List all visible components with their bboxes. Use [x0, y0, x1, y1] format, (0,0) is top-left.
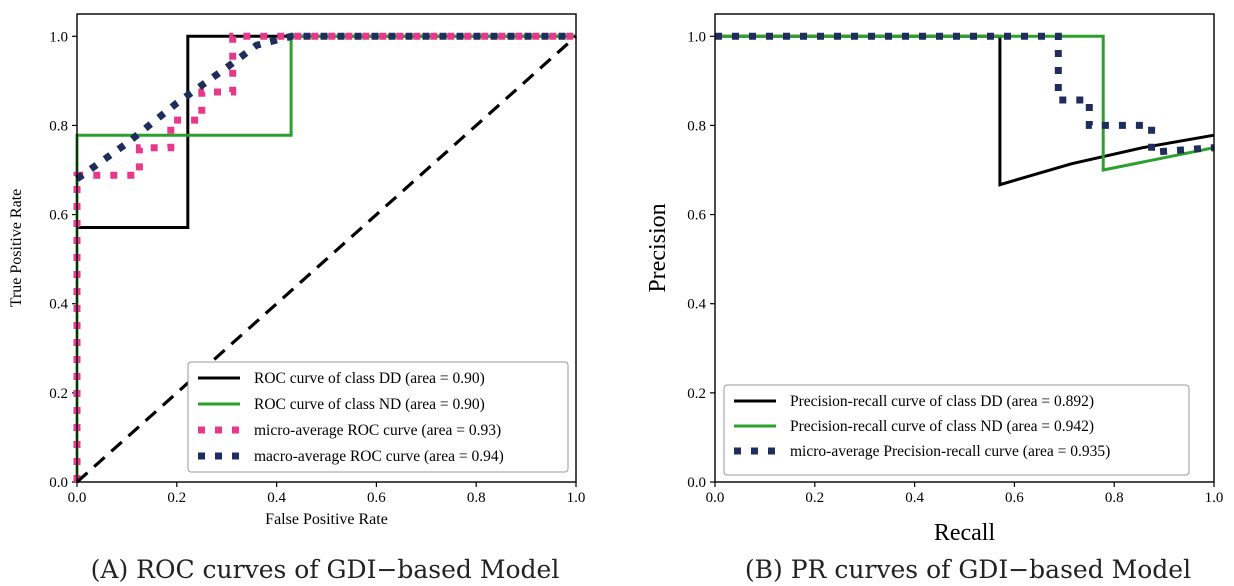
y-tick-label: 0.6 — [687, 208, 706, 224]
series-line-2 — [73, 32, 576, 482]
x-tick-label: 0.0 — [706, 490, 725, 506]
x-tick-label: 0.4 — [267, 490, 286, 506]
series-line-1 — [715, 34, 1215, 172]
legend-label: ROC curve of class ND (area = 0.90) — [254, 396, 485, 413]
legend-label: Precision-recall curve of class DD (area… — [790, 393, 1094, 410]
legend: ROC curve of class DD (area = 0.90) ROC c… — [187, 361, 569, 473]
legend-label: micro-average Precision-recall curve (ar… — [790, 443, 1110, 460]
y-axis-label: Precision — [645, 203, 671, 292]
y-tick-label: 0.0 — [49, 475, 68, 491]
y-tick-label: 0.8 — [687, 118, 706, 134]
roc-chart: 0.0 0.2 0.4 0.6 0.8 1.0 0.0 0.2 0.4 0.6 0.8 1.0 Fals… — [8, 13, 586, 528]
x-axis-label: False Positive Rate — [265, 511, 388, 528]
x-tick-label: 0.8 — [1105, 490, 1124, 506]
x-tick-label: 0.8 — [467, 490, 486, 506]
x-tick-label: 0.2 — [167, 490, 186, 506]
legend-label: micro-average ROC curve (area = 0.93) — [254, 422, 501, 439]
y-tick-label: 0.0 — [687, 475, 706, 491]
legend-box — [187, 361, 569, 473]
y-tick-label: 1.0 — [687, 29, 706, 45]
y-tick-label: 0.6 — [49, 208, 68, 224]
x-tick-label: 1.0 — [567, 490, 586, 506]
series-line-3 — [74, 32, 576, 182]
y-tick-label: 1.0 — [49, 29, 68, 45]
caption-left: (A) ROC curves of GDI−based Model — [91, 555, 560, 584]
series-line-2 — [715, 32, 1215, 156]
y-tick-label: 0.2 — [687, 386, 706, 402]
x-tick-label: 0.6 — [367, 490, 386, 506]
series-line-4 — [75, 35, 578, 484]
plot-frame — [714, 13, 1215, 483]
pr-chart: 0.0 0.2 0.4 0.6 0.8 1.0 0.0 0.2 0.4 0.6 0.8 1.0 Reca… — [645, 13, 1224, 546]
legend-box — [723, 384, 1190, 476]
y-tick-label: 0.2 — [49, 386, 68, 402]
legend-label: Precision-recall curve of class ND (area… — [790, 418, 1094, 435]
legend-label: macro-average ROC curve (area = 0.94) — [254, 448, 504, 465]
x-tick-label: 1.0 — [1205, 490, 1224, 506]
x-axis-label: Recall — [934, 520, 996, 546]
x-tick-label: 0.2 — [805, 490, 824, 506]
x-tick-label: 0.0 — [68, 490, 87, 506]
plot-frame — [76, 13, 577, 483]
x-tick-label: 0.4 — [905, 490, 924, 506]
legend: Precision-recall curve of class DD (area… — [723, 384, 1190, 476]
y-tick-label: 0.4 — [49, 297, 68, 313]
x-tick-label: 0.6 — [1005, 490, 1024, 506]
y-axis-label: True Positive Rate — [8, 189, 25, 308]
y-tick-label: 0.4 — [687, 297, 706, 313]
caption-right: (B) PR curves of GDI−based Model — [745, 555, 1191, 584]
y-tick-label: 0.8 — [49, 118, 68, 134]
legend-label: ROC curve of class DD (area = 0.90) — [254, 370, 485, 387]
